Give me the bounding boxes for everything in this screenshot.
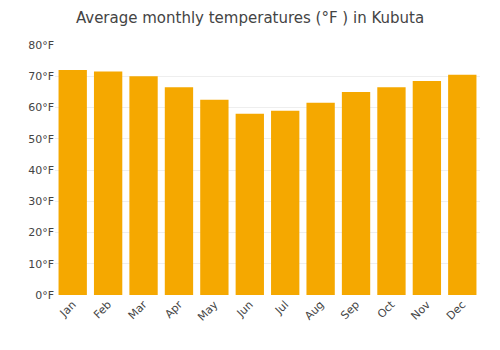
svg-text:Jan: Jan <box>57 298 79 320</box>
svg-text:80°F: 80°F <box>28 39 54 52</box>
svg-text:Apr: Apr <box>162 298 185 321</box>
svg-text:70°F: 70°F <box>28 70 54 83</box>
svg-text:40°F: 40°F <box>28 164 54 177</box>
svg-text:Dec: Dec <box>444 298 468 322</box>
svg-text:Oct: Oct <box>375 298 398 321</box>
svg-text:50°F: 50°F <box>28 133 54 146</box>
svg-text:Jul: Jul <box>272 298 291 317</box>
svg-text:10°F: 10°F <box>28 258 54 271</box>
svg-text:Feb: Feb <box>91 298 114 321</box>
svg-text:Mar: Mar <box>126 298 150 322</box>
svg-text:Average monthly temperatures (: Average monthly temperatures (°F ) in Ku… <box>76 9 424 27</box>
svg-text:Nov: Nov <box>409 298 434 323</box>
svg-text:0°F: 0°F <box>35 289 54 302</box>
svg-text:Aug: Aug <box>302 298 326 322</box>
svg-text:Sep: Sep <box>338 298 362 322</box>
svg-text:May: May <box>195 298 221 324</box>
svg-text:Jun: Jun <box>234 298 256 320</box>
svg-text:60°F: 60°F <box>28 101 54 114</box>
svg-text:30°F: 30°F <box>28 195 54 208</box>
svg-text:20°F: 20°F <box>28 226 54 239</box>
